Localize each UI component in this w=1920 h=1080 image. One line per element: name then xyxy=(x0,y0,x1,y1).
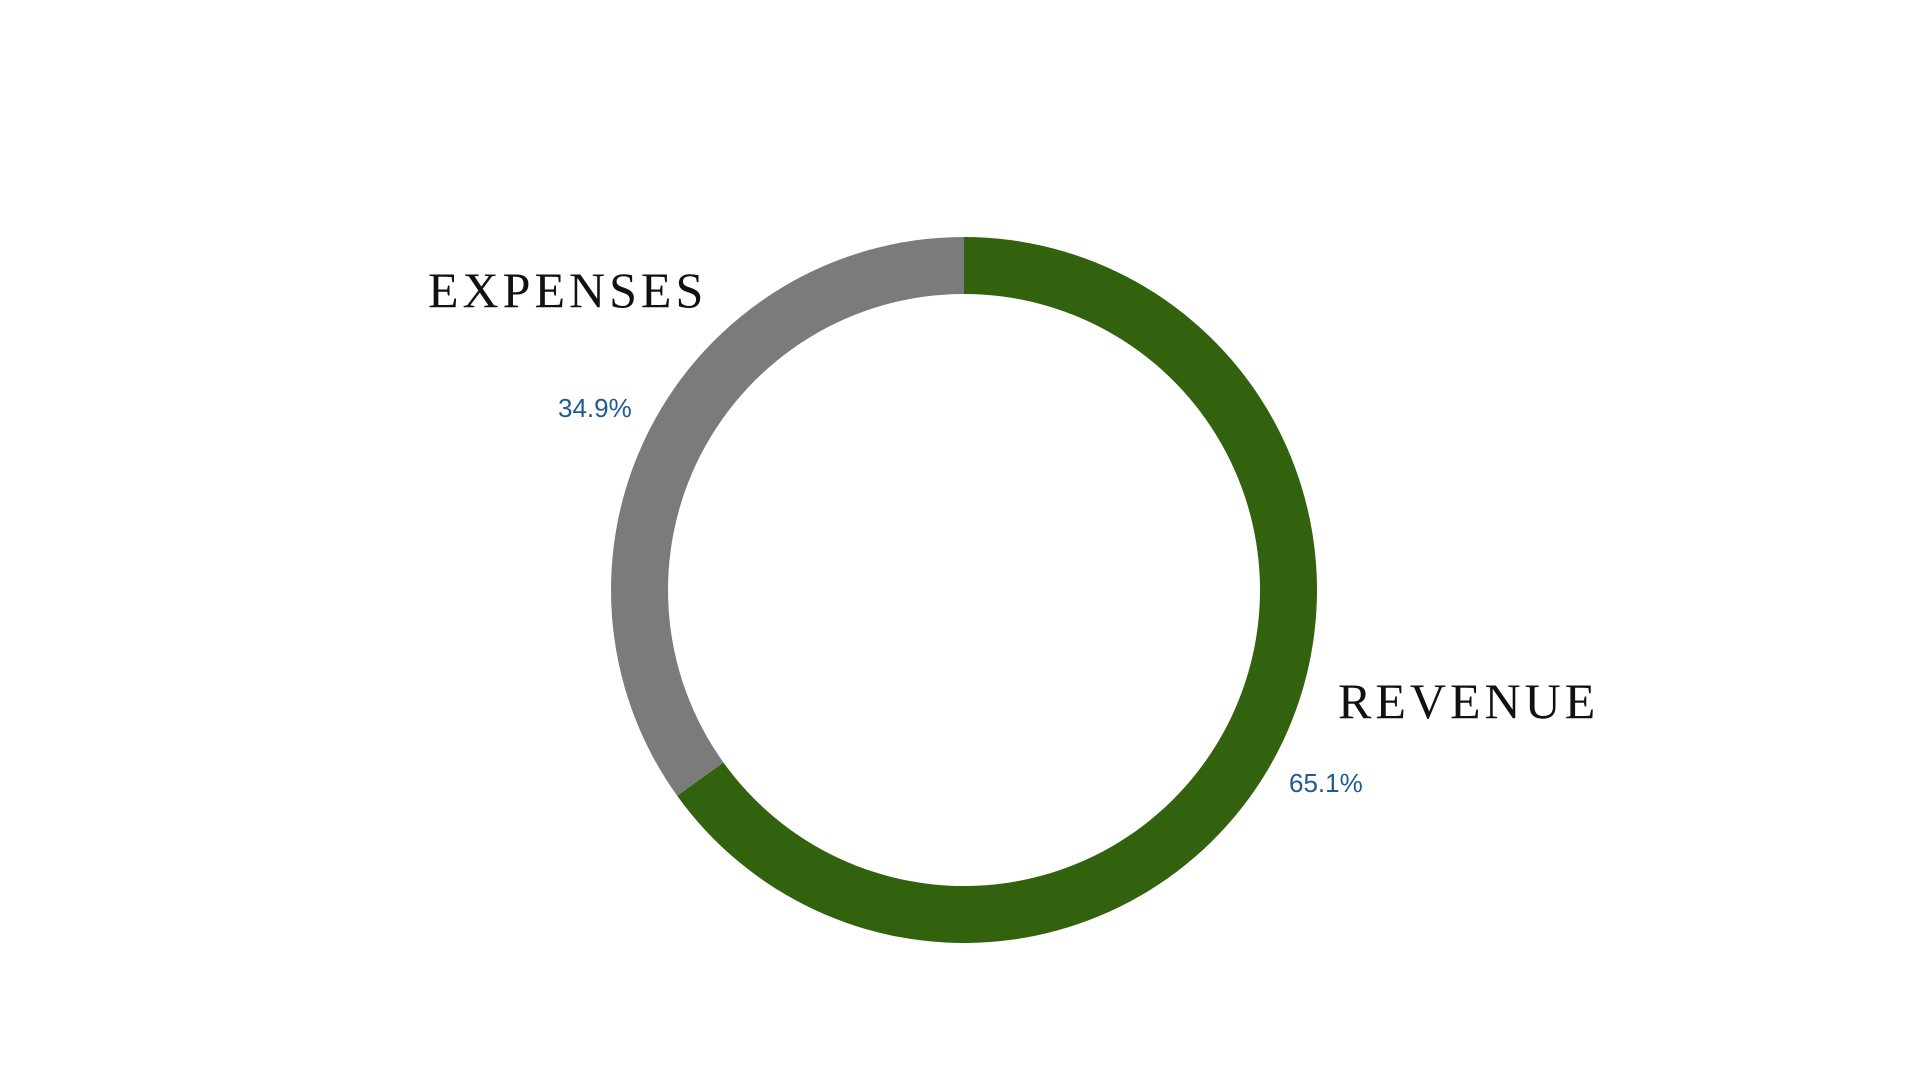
donut-slices xyxy=(611,237,1317,943)
slice-label-revenue: REVENUE xyxy=(1338,673,1599,729)
slice-label-expenses: EXPENSES xyxy=(428,262,707,318)
slice-value-label-revenue: 65.1% xyxy=(1289,768,1363,798)
slice-value-label-expenses: 34.9% xyxy=(558,393,632,423)
donut-slice-expenses xyxy=(611,237,964,796)
